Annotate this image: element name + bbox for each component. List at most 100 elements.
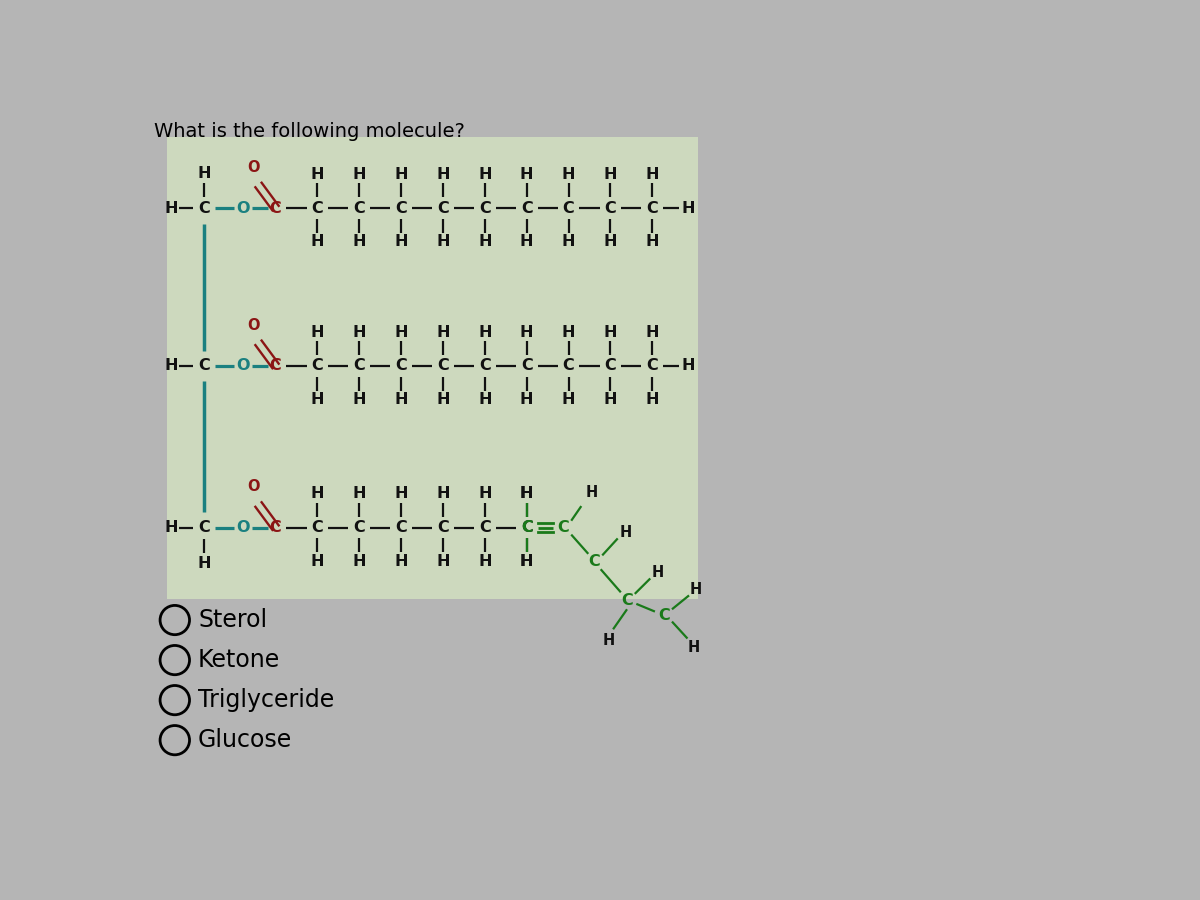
Text: H: H: [604, 166, 617, 182]
Text: H: H: [311, 486, 324, 501]
Text: H: H: [604, 325, 617, 339]
Text: H: H: [604, 235, 617, 249]
Text: C: C: [521, 358, 533, 374]
Text: H: H: [520, 486, 534, 501]
Text: C: C: [353, 358, 365, 374]
Text: C: C: [647, 358, 658, 374]
Text: H: H: [562, 392, 575, 408]
Text: C: C: [521, 520, 533, 536]
Text: C: C: [521, 520, 533, 536]
Text: H: H: [562, 325, 575, 339]
Text: C: C: [563, 358, 575, 374]
Text: C: C: [558, 520, 569, 536]
Text: C: C: [622, 592, 632, 608]
Text: H: H: [478, 166, 492, 182]
Text: C: C: [395, 358, 407, 374]
Text: C: C: [437, 201, 449, 216]
Text: H: H: [646, 392, 659, 408]
Text: O: O: [247, 480, 260, 494]
Text: H: H: [437, 554, 450, 569]
Text: C: C: [605, 358, 617, 374]
Text: C: C: [270, 358, 282, 374]
Text: C: C: [198, 358, 210, 374]
Text: H: H: [198, 555, 211, 571]
Text: H: H: [437, 166, 450, 182]
Text: H: H: [586, 485, 598, 500]
Text: Glucose: Glucose: [198, 728, 293, 752]
Text: H: H: [311, 325, 324, 339]
Text: H: H: [652, 565, 664, 580]
Text: H: H: [520, 235, 534, 249]
Text: C: C: [605, 201, 617, 216]
Text: H: H: [688, 640, 700, 655]
Text: H: H: [395, 392, 408, 408]
Text: C: C: [563, 201, 575, 216]
Text: H: H: [198, 166, 211, 181]
Text: H: H: [646, 166, 659, 182]
Text: H: H: [604, 392, 617, 408]
Text: H: H: [690, 581, 702, 597]
Text: H: H: [395, 486, 408, 501]
Text: H: H: [619, 525, 631, 540]
Text: Ketone: Ketone: [198, 648, 281, 672]
Text: H: H: [478, 554, 492, 569]
Text: H: H: [353, 554, 366, 569]
Text: C: C: [198, 201, 210, 216]
Text: H: H: [682, 201, 695, 216]
Text: C: C: [395, 201, 407, 216]
Text: H: H: [353, 392, 366, 408]
Text: C: C: [395, 520, 407, 536]
Text: H: H: [395, 166, 408, 182]
Text: H: H: [478, 235, 492, 249]
Text: H: H: [353, 166, 366, 182]
Text: O: O: [236, 520, 250, 536]
Text: C: C: [270, 520, 282, 536]
Text: O: O: [247, 318, 260, 333]
Text: H: H: [478, 325, 492, 339]
Text: C: C: [353, 201, 365, 216]
Text: C: C: [437, 358, 449, 374]
Text: Sterol: Sterol: [198, 608, 268, 632]
Text: H: H: [311, 235, 324, 249]
Text: H: H: [562, 166, 575, 182]
Text: H: H: [164, 358, 179, 374]
Text: H: H: [520, 392, 534, 408]
Text: H: H: [164, 201, 179, 216]
Text: C: C: [479, 520, 491, 536]
Text: H: H: [646, 235, 659, 249]
Text: C: C: [312, 358, 323, 374]
Text: H: H: [604, 633, 616, 648]
Text: Triglyceride: Triglyceride: [198, 688, 335, 712]
Text: H: H: [520, 486, 534, 501]
Text: H: H: [353, 235, 366, 249]
Text: C: C: [647, 201, 658, 216]
Text: H: H: [646, 325, 659, 339]
FancyBboxPatch shape: [167, 138, 698, 599]
Text: H: H: [353, 325, 366, 339]
Text: H: H: [395, 554, 408, 569]
Text: H: H: [562, 235, 575, 249]
Text: H: H: [395, 325, 408, 339]
Text: H: H: [437, 392, 450, 408]
Text: H: H: [520, 325, 534, 339]
Text: C: C: [437, 520, 449, 536]
Text: H: H: [164, 520, 179, 536]
Text: H: H: [520, 166, 534, 182]
Text: C: C: [312, 520, 323, 536]
Text: H: H: [311, 392, 324, 408]
Text: C: C: [479, 201, 491, 216]
Text: C: C: [659, 608, 670, 623]
Text: C: C: [353, 520, 365, 536]
Text: H: H: [682, 358, 695, 374]
Text: C: C: [198, 520, 210, 536]
Text: C: C: [521, 201, 533, 216]
Text: H: H: [437, 325, 450, 339]
Text: What is the following molecule?: What is the following molecule?: [154, 122, 464, 141]
Text: H: H: [520, 554, 534, 569]
Text: C: C: [270, 201, 282, 216]
Text: H: H: [437, 235, 450, 249]
Text: O: O: [236, 358, 250, 374]
Text: C: C: [312, 201, 323, 216]
Text: C: C: [479, 358, 491, 374]
Text: H: H: [311, 166, 324, 182]
